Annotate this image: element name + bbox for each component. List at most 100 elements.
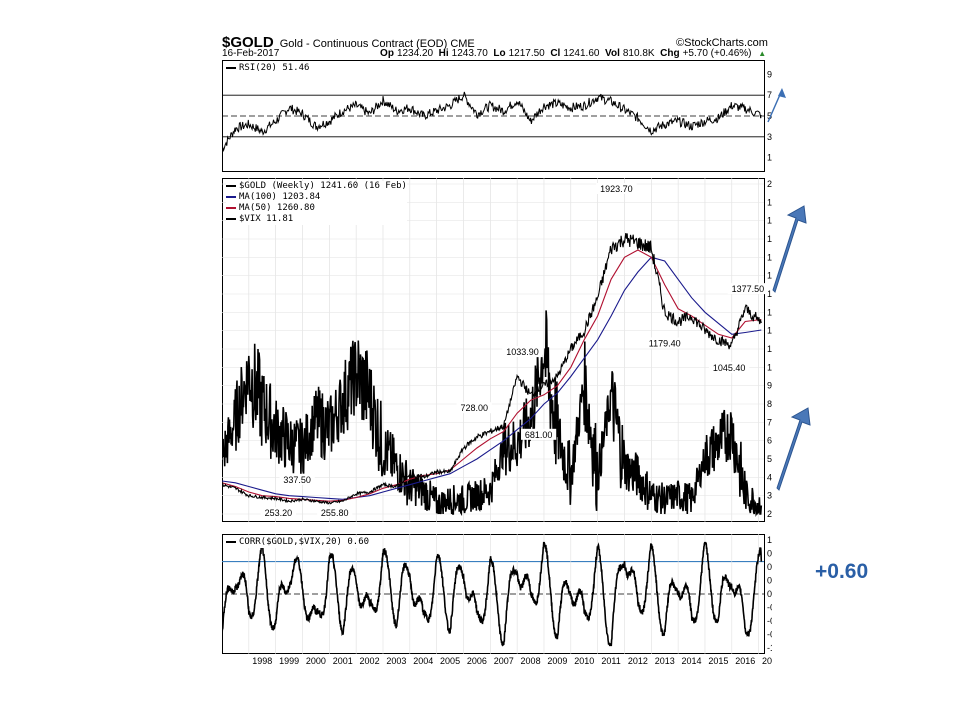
- corr-tick-label: 0.25: [767, 576, 772, 586]
- change-up-icon: ▲: [758, 49, 767, 58]
- exchange-label: CME: [450, 38, 475, 50]
- price-right-tick: 1100: [767, 344, 772, 354]
- annotation-bg: [317, 506, 353, 518]
- price-annotation: 337.50: [283, 475, 311, 485]
- corr-tick-label: 0.00: [767, 589, 772, 599]
- arrow-overlay: [767, 88, 811, 491]
- quote-high: Hi 1243.70: [439, 48, 488, 59]
- rsi-tick-label: 50: [767, 111, 772, 121]
- price-right-tick: 1400: [767, 289, 772, 299]
- corr-tick-label: 0.75: [767, 549, 772, 559]
- quote-open: Op 1234.20: [380, 48, 433, 59]
- corr-year-tick-label: 2006: [467, 656, 487, 664]
- legend-ma100: MA(100) 1203.84: [226, 192, 407, 203]
- gold-price-line: [222, 233, 762, 505]
- legend-gold-text: $GOLD (Weekly) 1241.60 (16 Feb): [239, 181, 407, 191]
- vol-label: Vol: [605, 48, 620, 59]
- quote-volume: Vol 810.8K: [605, 48, 655, 59]
- price-right-tick: 2000: [767, 179, 772, 189]
- price-right-tick: 1000: [767, 362, 772, 372]
- legend-gold: $GOLD (Weekly) 1241.60 (16 Feb): [226, 181, 407, 192]
- price-annotation: 255.80: [321, 508, 349, 518]
- lo-label: Lo: [493, 48, 506, 59]
- price-right-tick: 300: [767, 491, 772, 501]
- corr-tick-label: -0.75: [767, 630, 772, 640]
- quote-change: Chg +5.70 (+0.46%): [660, 48, 751, 59]
- corr-year-tick-label: 2003: [386, 656, 406, 664]
- price-right-tick: 200: [767, 509, 772, 519]
- annotation-bg: [502, 346, 543, 358]
- corr-year-tick-label: 2014: [682, 656, 702, 664]
- annotation-bg: [279, 473, 315, 485]
- corr-year-tick-label: 2012: [628, 656, 648, 664]
- price-annotation: 1033.90: [506, 347, 539, 357]
- corr-year-tick-label: 1999: [279, 656, 299, 664]
- price-right-tick: 700: [767, 417, 772, 427]
- price-right-tick: 400: [767, 472, 772, 482]
- corr-tick-label: -0.25: [767, 603, 772, 613]
- arrow-vix-icon: [776, 407, 811, 491]
- annotation-bg: [521, 428, 557, 440]
- price-annotation: 253.20: [265, 508, 293, 518]
- corr-year-tick-label: 2004: [413, 656, 433, 664]
- quote-bar: 16-Feb-2017 Op 1234.20 Hi 1243.70 Lo 1217.5…: [222, 48, 766, 59]
- price-frame: [222, 178, 765, 522]
- price-annotation: 1377.50: [732, 284, 765, 294]
- vix-line: [222, 310, 763, 517]
- price-annotation: 728.00: [460, 403, 488, 413]
- chg-label: Chg: [660, 48, 680, 59]
- price-right-tick: 800: [767, 399, 772, 409]
- price-right-tick: 1500: [767, 271, 772, 281]
- corr-year-tick-label: 2001: [333, 656, 353, 664]
- corr-legend-text: CORR($GOLD,$VIX,20) 0.60: [239, 537, 370, 547]
- corr-panel: -1.00 -0.75 -0.50 -0.25 0.00 0.25 0.50 0.75 1.00…: [222, 534, 772, 664]
- hi-value: 1243.70: [451, 48, 488, 59]
- op-label: Op: [380, 48, 394, 59]
- ma50-line: [222, 249, 762, 502]
- corr-tick-label: 0.50: [767, 562, 772, 572]
- vol-value: 810.8K: [622, 48, 655, 59]
- symbol-label: $GOLD: [222, 34, 274, 51]
- corr-year-tick-label: 2013: [655, 656, 675, 664]
- corr-year-tick-label: 2011: [601, 656, 620, 664]
- corr-year-tick-label: 2010: [574, 656, 594, 664]
- ma100-line: [222, 256, 762, 500]
- corr-line: [222, 541, 763, 647]
- cl-label: Cl: [550, 48, 561, 59]
- rsi-chart: 10 30 50 70 90: [222, 60, 772, 172]
- legend-ma50-text: MA(50) 1260.80: [239, 203, 315, 213]
- corr-tick-label: 1.00: [767, 535, 772, 545]
- price-right-tick: 600: [767, 436, 772, 446]
- corr-year-tick-label: 2000: [306, 656, 326, 664]
- lo-value: 1217.50: [508, 48, 545, 59]
- price-right-tick: 1600: [767, 252, 772, 262]
- cl-value: 1241.60: [563, 48, 600, 59]
- corr-tick-label: -0.50: [767, 616, 772, 626]
- annotation-bg: [260, 507, 296, 519]
- legend-ma100-text: MA(100) 1203.84: [239, 192, 321, 202]
- corr-legend: CORR($GOLD,$VIX,20) 0.60: [226, 537, 370, 548]
- rsi-tick-label: 90: [767, 69, 772, 79]
- corr-year-tick-label: 2016: [735, 656, 755, 664]
- watermark: ©StockCharts.com: [676, 37, 768, 49]
- annotation-bg: [596, 182, 637, 194]
- legend-vix-text: $VIX 11.81: [239, 214, 294, 224]
- rsi-legend-text: RSI(20) 51.46: [239, 63, 310, 73]
- price-legend: $GOLD (Weekly) 1241.60 (16 Feb) MA(100) …: [226, 181, 407, 225]
- corr-year-tick-label: 2005: [440, 656, 460, 664]
- price-annotation: 1045.40: [713, 363, 746, 373]
- price-annotation: 1179.40: [649, 338, 681, 348]
- instrument-name: Gold - Continuous Contract (EOD): [279, 38, 448, 50]
- annotation-bg: [456, 402, 492, 414]
- corr-year-tick-label: 2009: [547, 656, 567, 664]
- corr-chart: -1.00 -0.75 -0.50 -0.25 0.00 0.25 0.50 0.75 1.00…: [222, 534, 772, 664]
- rsi-legend: RSI(20) 51.46: [226, 63, 309, 74]
- legend-ma50: MA(50) 1260.80: [226, 203, 407, 214]
- price-right-tick: 1700: [767, 234, 772, 244]
- rsi-tick-label: 70: [767, 90, 772, 100]
- corr-year-tick-label: 1998: [252, 656, 272, 664]
- corr-year-tick-label: 2007: [494, 656, 514, 664]
